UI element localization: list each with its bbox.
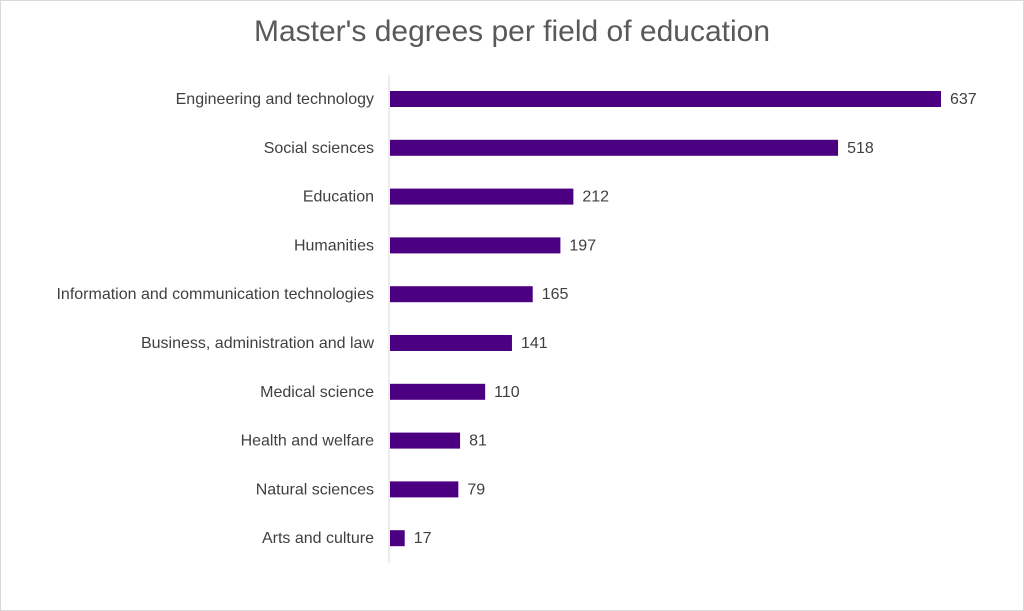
bars-group: Engineering and technology 637 Social scie… [56,91,977,547]
category-label: Arts and culture [262,530,374,547]
bar [390,383,486,400]
category-label: Health and welfare [241,433,375,450]
bar [390,188,574,205]
category-label: Medical science [260,384,374,401]
bar [390,91,941,107]
bar [390,530,405,547]
data-label: 197 [569,237,596,254]
data-label: 110 [494,384,520,401]
data-label: 165 [542,286,569,303]
data-label: 79 [467,481,485,498]
data-label: 212 [582,189,609,206]
data-label: 17 [414,530,432,547]
bar [390,139,839,156]
data-label: 81 [469,433,487,450]
category-label: Natural sciences [256,481,374,498]
chart-title: Master's degrees per field of education [253,15,771,48]
bar [390,286,533,303]
bar [390,432,461,449]
data-label: 141 [521,335,548,352]
category-label: Social sciences [264,140,374,157]
category-label: Humanities [294,237,374,254]
category-label: Information and communication technologi… [56,286,374,303]
data-label: 637 [950,91,977,108]
category-label: Education [303,189,374,206]
bar [390,481,459,498]
category-label: Business, administration and law [141,335,374,352]
bar [390,335,512,351]
data-label: 518 [847,140,874,157]
bar [390,237,561,254]
category-label: Engineering and technology [176,91,374,108]
